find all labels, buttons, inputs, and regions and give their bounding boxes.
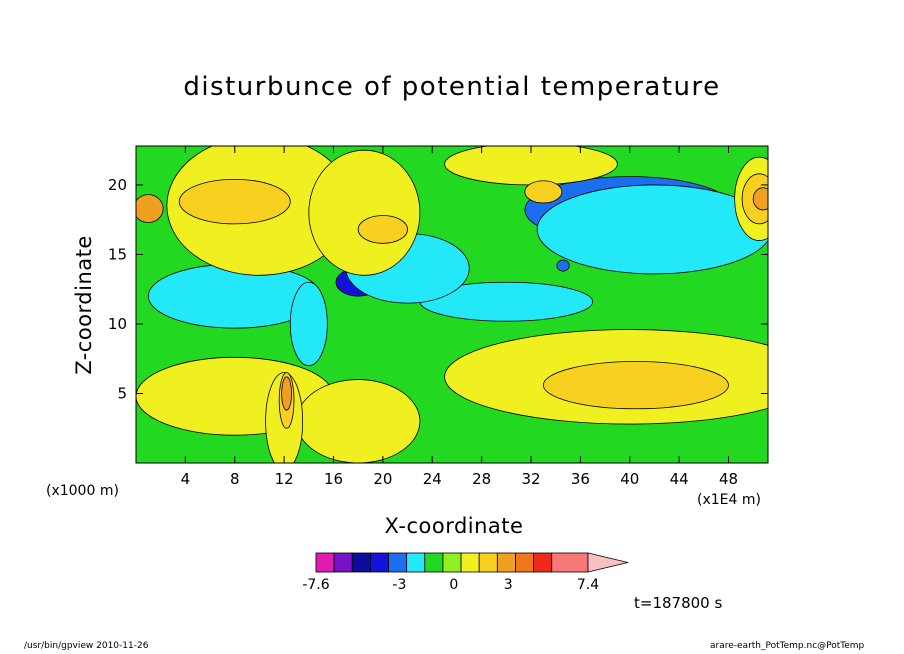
chart-title: disturbunce of potential temperature — [183, 72, 721, 102]
contour-region-2-2 — [556, 259, 570, 272]
y-axis: 5 10 15 20 — [108, 176, 768, 402]
contour-region-5-3 — [357, 215, 408, 244]
contour-region-5-1 — [542, 361, 729, 410]
x-tick-label: 24 — [423, 470, 442, 488]
x-tick-label: 36 — [571, 470, 590, 488]
footer-file-variable: arare-earth_PotTemp.nc@PotTemp — [710, 641, 865, 651]
contour-region-5-0 — [178, 178, 291, 225]
colorbar-tick-label: -3 — [392, 577, 406, 593]
colorbar-segment-1 — [333, 552, 353, 573]
y-tick-label: 15 — [108, 245, 127, 263]
contour-region-5-2 — [524, 180, 563, 204]
colorbar-segment-6 — [424, 552, 444, 573]
contour-region-6-1 — [752, 187, 768, 211]
x-tick-label: 48 — [719, 470, 738, 488]
contour-region-4-5 — [296, 379, 421, 463]
x-tick-label: 40 — [620, 470, 639, 488]
colorbar-segment-7 — [442, 552, 462, 573]
contour-fields — [136, 146, 768, 463]
y-tick-label: 20 — [108, 176, 127, 194]
colorbar-tick-label: 7.4 — [577, 577, 599, 593]
footer-program-date: /usr/bin/gpview 2010-11-26 — [24, 641, 149, 651]
colorbar-extension-arrow — [587, 552, 629, 573]
y-axis-label: Z-coordinate — [72, 235, 96, 375]
colorbar-tick-label: 3 — [504, 577, 513, 593]
contour-region-3-2 — [536, 184, 768, 275]
colorbar-segment-12 — [533, 552, 553, 573]
x-axis-unit-left: (x1000 m) — [46, 483, 119, 499]
x-tick-label: 32 — [521, 470, 540, 488]
colorbar-tick-label: 0 — [449, 577, 458, 593]
colorbar-segment-10 — [496, 552, 516, 573]
time-label: t=187800 s — [634, 594, 723, 612]
y-tick-label: 10 — [108, 315, 127, 333]
colorbar-segment-2 — [351, 552, 371, 573]
x-axis-unit-right: (x1E4 m) — [697, 492, 761, 508]
colorbar-segment-4 — [388, 552, 408, 573]
contour-region-6-2 — [281, 376, 292, 411]
x-tick-label: 16 — [324, 470, 343, 488]
colorbar: -7.6 -3 0 3 7.4 — [302, 552, 629, 593]
colorbar-segment-11 — [515, 552, 535, 573]
colorbar-segment-13 — [551, 552, 589, 573]
x-axis-label: X-coordinate — [384, 514, 524, 538]
x-tick-label: 28 — [472, 470, 491, 488]
x-axis: 4 8 12 16 20 24 28 32 36 40 44 48 — [181, 146, 738, 488]
x-tick-label: 20 — [373, 470, 392, 488]
colorbar-segment-5 — [406, 552, 426, 573]
colorbar-tick-label: -7.6 — [302, 577, 329, 593]
x-tick-label: 8 — [230, 470, 240, 488]
plot-frame — [135, 145, 769, 464]
contour-region-6-0 — [136, 194, 164, 223]
y-tick-label: 5 — [117, 384, 127, 402]
colorbar-segment-8 — [460, 552, 480, 573]
x-tick-label: 4 — [181, 470, 191, 488]
x-tick-label: 12 — [275, 470, 294, 488]
colorbar-segment-0 — [315, 552, 335, 573]
plot-area — [135, 145, 769, 464]
x-tick-label: 44 — [670, 470, 689, 488]
contour-region-3-4 — [289, 281, 328, 367]
colorbar-segment-3 — [369, 552, 389, 573]
contour-region-4-1 — [308, 149, 421, 276]
colorbar-segment-9 — [478, 552, 498, 573]
